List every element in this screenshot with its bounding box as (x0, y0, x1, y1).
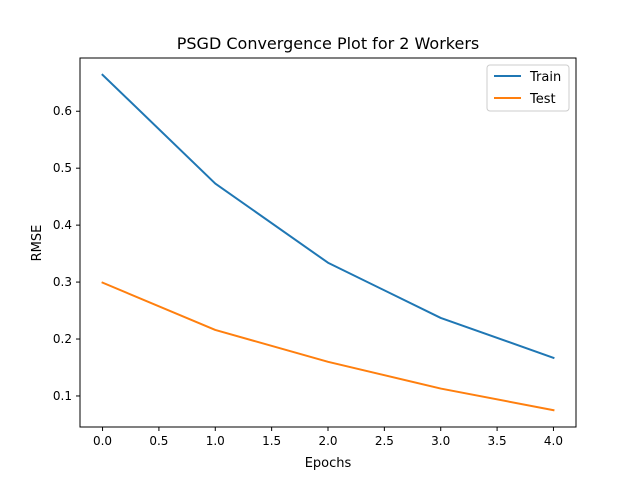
x-tick-label: 1.0 (206, 434, 225, 448)
x-tick-label: 3.0 (431, 434, 450, 448)
x-tick-label: 1.5 (262, 434, 281, 448)
x-axis-label: Epochs (305, 456, 352, 471)
y-tick-label: 0.1 (53, 389, 72, 403)
y-tick-label: 0.2 (53, 332, 72, 346)
y-tick-label: 0.5 (53, 161, 72, 175)
x-tick-label: 0.0 (93, 434, 112, 448)
x-tick-label: 3.5 (488, 434, 507, 448)
x-tick-label: 0.5 (149, 434, 168, 448)
x-tick-label: 2.0 (318, 434, 337, 448)
legend-label-train: Train (529, 70, 561, 85)
y-tick-label: 0.3 (53, 275, 72, 289)
y-axis: 0.1 0.2 0.3 0.4 0.5 0.6 (53, 104, 80, 403)
x-tick-label: 4.0 (544, 434, 563, 448)
x-tick-label: 2.5 (375, 434, 394, 448)
legend-label-test: Test (529, 92, 556, 107)
legend: Train Test (486, 64, 570, 112)
x-axis: 0.0 0.5 1.0 1.5 2.0 2.5 3.0 3.5 4.0 (93, 427, 563, 448)
y-axis-label: RMSE (30, 225, 45, 262)
series-line-test (101, 281, 555, 412)
y-tick-label: 0.4 (53, 218, 72, 232)
y-tick-label: 0.6 (53, 104, 72, 118)
chart-title: PSGD Convergence Plot for 2 Workers (177, 34, 479, 53)
series-line-train (101, 73, 555, 360)
series-layer (101, 73, 555, 412)
